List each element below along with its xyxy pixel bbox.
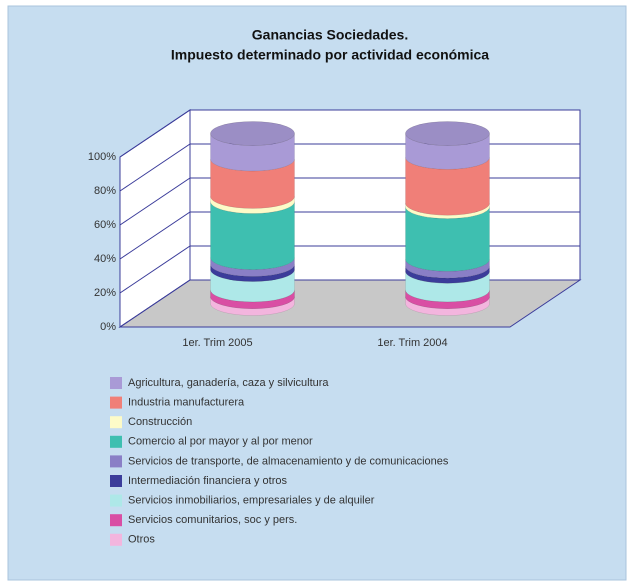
legend-swatch xyxy=(110,416,122,429)
x-tick-label: 1er. Trim 2004 xyxy=(377,337,447,349)
floor xyxy=(118,279,582,328)
legend-swatch xyxy=(110,533,122,546)
legend-swatch xyxy=(110,435,122,448)
cylinder-top xyxy=(405,121,490,146)
cylinder-top xyxy=(210,121,295,146)
y-tick-label: 80% xyxy=(94,185,116,197)
y-tick-label: 20% xyxy=(94,287,116,299)
legend-label: Intermediación financiera y otros xyxy=(128,475,287,487)
legend-label: Comercio al por mayor y al por menor xyxy=(128,436,313,448)
legend-swatch xyxy=(110,475,122,487)
legend-label: Servicios de transporte, de almacenamien… xyxy=(128,455,449,467)
legend-label: Servicios comunitarios, soc y pers. xyxy=(128,514,297,526)
grid-line xyxy=(119,109,580,158)
legend-swatch xyxy=(110,377,122,389)
y-tick-label: 40% xyxy=(94,253,116,265)
y-tick-label: 60% xyxy=(94,219,116,231)
legend-swatch xyxy=(110,455,122,468)
chart-title: Ganancias Sociedades. xyxy=(252,27,408,43)
legend-label: Otros xyxy=(128,534,155,546)
y-tick-label: 100% xyxy=(88,151,116,163)
legend-label: Construcción xyxy=(128,416,192,428)
legend-swatch xyxy=(110,494,122,507)
x-tick-label: 1er. Trim 2005 xyxy=(182,337,252,349)
legend-swatch xyxy=(110,514,122,527)
legend-swatch xyxy=(110,396,122,409)
y-tick-label: 0% xyxy=(100,321,116,333)
chart-subtitle: Impuesto determinado por actividad econó… xyxy=(171,47,489,63)
legend-label: Servicios inmobiliarios, empresariales y… xyxy=(128,495,375,507)
legend-label: Agricultura, ganadería, caza y silvicult… xyxy=(128,377,329,389)
legend-label: Industria manufacturera xyxy=(128,397,245,409)
